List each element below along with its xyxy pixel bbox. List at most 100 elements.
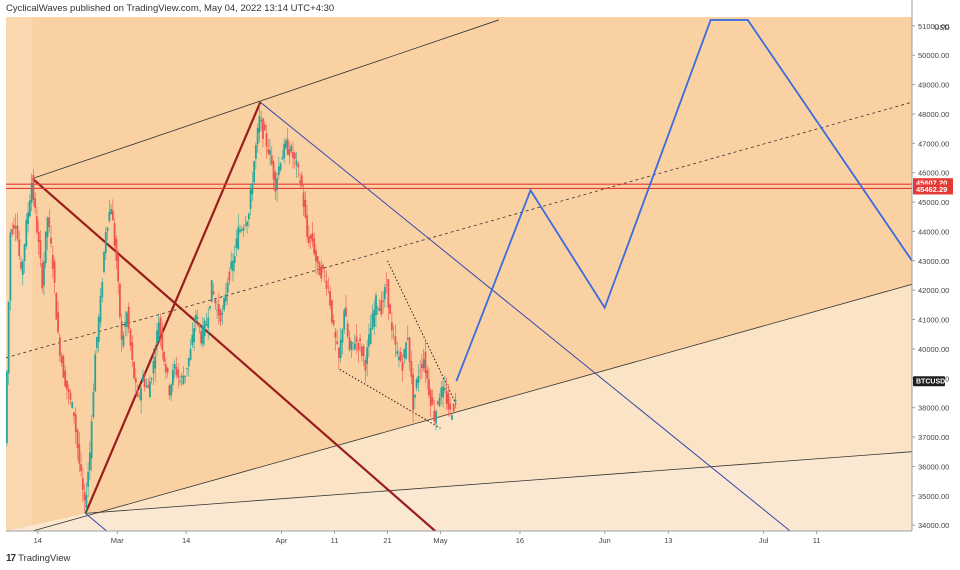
y-tick-label: 37000.00 bbox=[918, 433, 949, 442]
symbol-label: BTCUSD bbox=[916, 379, 945, 386]
candle-body bbox=[353, 343, 356, 350]
candle-body bbox=[186, 368, 188, 370]
channel-fill bbox=[6, 17, 912, 531]
candle-body bbox=[85, 495, 88, 509]
candle-body bbox=[272, 161, 275, 180]
candle-body bbox=[161, 330, 164, 351]
candle-body bbox=[171, 369, 174, 385]
candle-body bbox=[27, 212, 29, 225]
candle-body bbox=[389, 304, 392, 314]
candle-body bbox=[34, 198, 37, 208]
candle-body bbox=[202, 325, 204, 345]
x-tick-label: 11 bbox=[331, 536, 339, 545]
y-tick-label: 48000.00 bbox=[918, 110, 949, 119]
tradingview-brand[interactable]: 17 TradingView bbox=[6, 553, 70, 564]
candle-body bbox=[452, 404, 455, 412]
candle-body bbox=[203, 320, 206, 337]
candle-body bbox=[352, 342, 354, 344]
candle-body bbox=[401, 361, 404, 371]
candle-body bbox=[410, 361, 413, 377]
candle-body bbox=[327, 286, 330, 287]
y-tick-label: 35000.00 bbox=[918, 492, 949, 501]
candle-body bbox=[106, 227, 109, 231]
tradingview-name: TradingView bbox=[18, 553, 71, 564]
candle-body bbox=[96, 336, 98, 349]
candle-body bbox=[32, 174, 35, 200]
candle-body bbox=[279, 163, 282, 170]
candle-body bbox=[258, 116, 261, 133]
candle-body bbox=[147, 384, 150, 388]
candle-body bbox=[348, 337, 351, 350]
candle-body bbox=[13, 224, 15, 229]
y-tick-label: 50000.00 bbox=[918, 51, 949, 60]
candle-body bbox=[422, 359, 425, 368]
trendline-upper-channel bbox=[32, 19, 499, 179]
candle-body bbox=[30, 182, 33, 203]
candle-body bbox=[212, 291, 215, 295]
candle-body bbox=[73, 412, 75, 417]
candle-body bbox=[436, 401, 439, 404]
candle-body bbox=[219, 309, 222, 322]
candle-body bbox=[366, 347, 369, 364]
candle-body bbox=[360, 346, 363, 356]
candle-body bbox=[313, 238, 316, 254]
candle-body bbox=[194, 314, 197, 321]
candle-body bbox=[295, 160, 298, 166]
x-tick-label: 14 bbox=[182, 536, 190, 545]
candle-body bbox=[113, 223, 116, 246]
candle-body bbox=[426, 369, 429, 379]
candle-body bbox=[433, 410, 436, 422]
candle-body bbox=[210, 279, 213, 302]
candle-body bbox=[150, 378, 153, 380]
x-tick-label: Jul bbox=[759, 536, 769, 545]
candle-body bbox=[371, 313, 374, 329]
candle-body bbox=[58, 337, 61, 356]
candle-body bbox=[90, 421, 93, 459]
candle-body bbox=[343, 309, 346, 330]
y-tick-label: 46000.00 bbox=[918, 169, 949, 178]
candle-body bbox=[230, 261, 233, 269]
candle-body bbox=[383, 287, 386, 300]
candle-body bbox=[36, 216, 38, 233]
trendline-red-descending bbox=[31, 177, 436, 531]
candle-body bbox=[309, 235, 312, 239]
projection-path bbox=[455, 19, 912, 382]
candle-body bbox=[281, 157, 284, 160]
candle-body bbox=[398, 356, 400, 360]
candle-body bbox=[336, 341, 339, 344]
candle-body bbox=[69, 392, 72, 400]
candle-body bbox=[334, 331, 337, 338]
candle-body bbox=[443, 388, 446, 390]
candle-body bbox=[300, 175, 303, 187]
candle-body bbox=[322, 264, 324, 269]
candle-body bbox=[156, 330, 158, 344]
candle-body bbox=[440, 387, 443, 398]
candle-body bbox=[396, 351, 399, 354]
candle-body bbox=[288, 149, 291, 156]
y-tick-label: 49000.00 bbox=[918, 81, 949, 90]
candle-body bbox=[136, 389, 139, 397]
candle-body bbox=[285, 140, 287, 148]
candle-body bbox=[207, 317, 210, 328]
trendline-long-support bbox=[85, 451, 912, 514]
level-label: 45462.29 bbox=[916, 185, 947, 194]
candle-body bbox=[338, 347, 340, 359]
candle-body bbox=[143, 378, 146, 388]
candle-body bbox=[255, 144, 257, 159]
candle-body bbox=[454, 399, 457, 402]
y-tick-label: 51000.00 bbox=[918, 22, 949, 31]
candle-body bbox=[221, 312, 224, 315]
candle-body bbox=[286, 139, 289, 155]
candle-body bbox=[290, 145, 293, 152]
candle-body bbox=[323, 275, 326, 277]
x-tick-label: Jun bbox=[599, 536, 611, 545]
candle-body bbox=[399, 351, 402, 362]
candle-body bbox=[191, 334, 194, 345]
candle-body bbox=[292, 151, 294, 159]
candle-body bbox=[133, 361, 135, 379]
candle-body bbox=[23, 244, 26, 262]
candle-body bbox=[228, 271, 231, 281]
trendline-midline-dashed bbox=[6, 101, 912, 359]
candle-body bbox=[267, 149, 270, 154]
